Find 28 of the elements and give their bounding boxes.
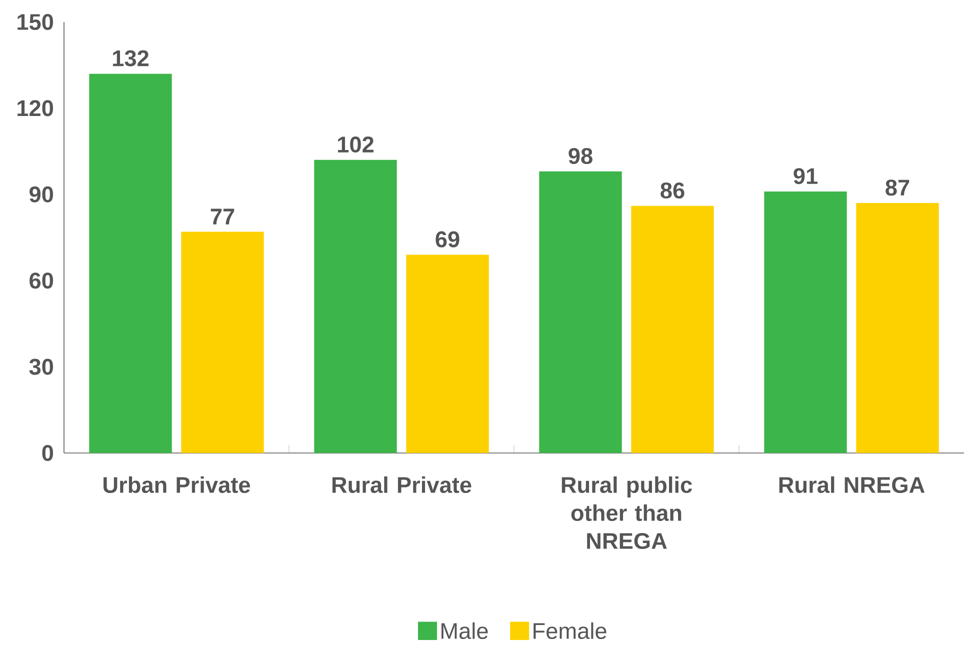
bar bbox=[856, 203, 939, 453]
data-label: 98 bbox=[568, 148, 592, 164]
x-tick-label: Rural public other than NREGA bbox=[562, 476, 692, 550]
data-label: 69 bbox=[436, 231, 460, 248]
y-tick-label: 90 bbox=[30, 186, 54, 202]
data-label: 132 bbox=[113, 50, 148, 66]
bar bbox=[539, 171, 622, 453]
data-label: 86 bbox=[660, 182, 684, 199]
data-label: 87 bbox=[886, 180, 910, 196]
data-label: 77 bbox=[210, 208, 234, 224]
bar bbox=[89, 74, 172, 453]
x-tick-label: Rural NREGA bbox=[779, 476, 925, 494]
x-tick-label: Rural Private bbox=[332, 476, 472, 494]
bar bbox=[314, 160, 397, 453]
y-tick-label: 150 bbox=[18, 14, 54, 30]
bar bbox=[181, 232, 264, 453]
y-tick-label: 0 bbox=[42, 444, 54, 462]
data-label: 102 bbox=[338, 136, 374, 153]
y-tick-label: 30 bbox=[29, 358, 54, 375]
x-tick-label: Urban Private bbox=[104, 476, 250, 494]
bar bbox=[764, 192, 847, 453]
y-tick-label: 60 bbox=[30, 272, 54, 289]
bar bbox=[631, 206, 714, 453]
legend-label: Male bbox=[442, 622, 488, 640]
legend-label: Female bbox=[534, 622, 606, 640]
y-tick-label: 120 bbox=[18, 100, 54, 116]
data-label: 91 bbox=[794, 168, 818, 184]
bar bbox=[406, 254, 489, 453]
